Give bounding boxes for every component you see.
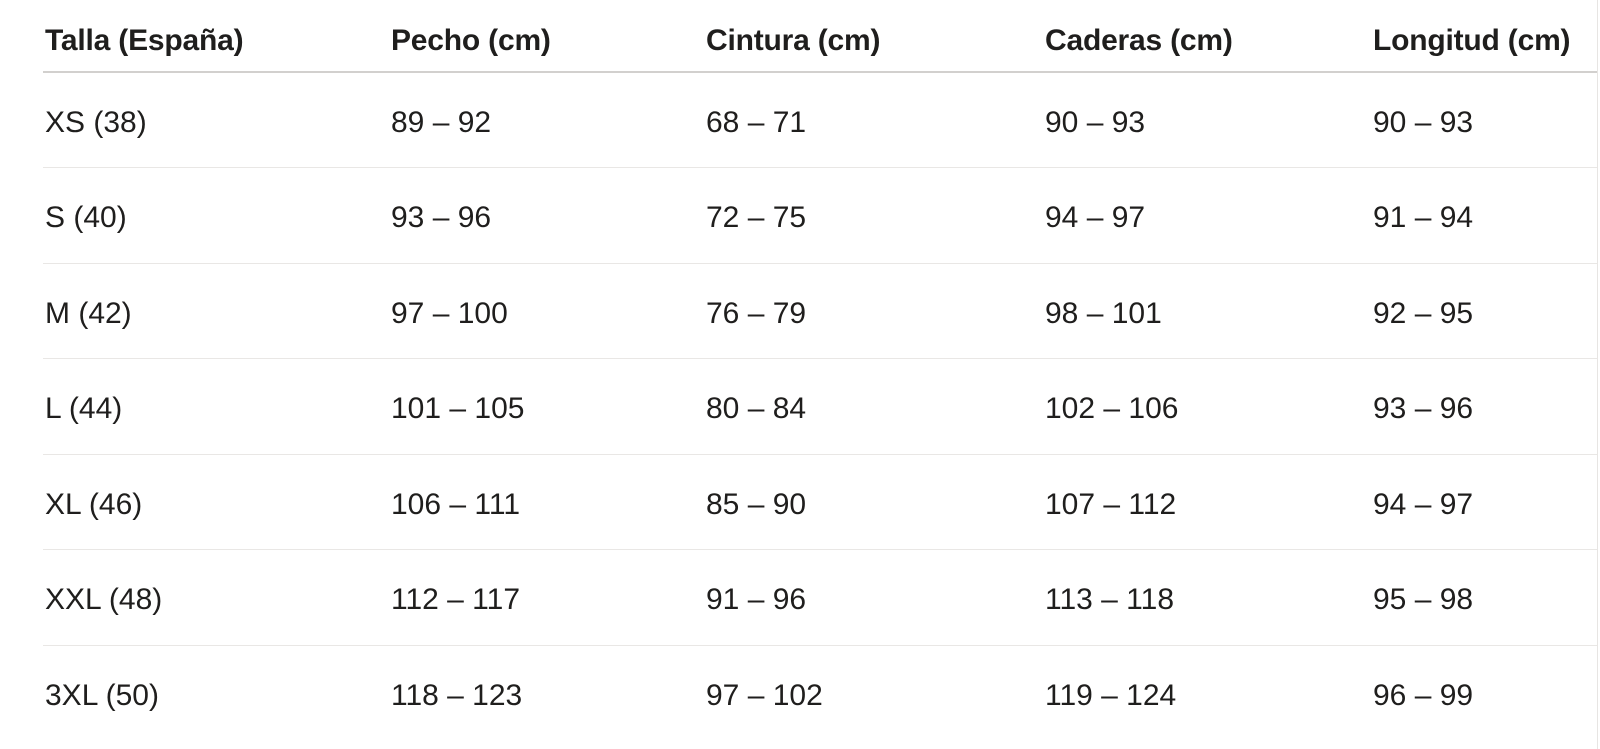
table-row-m: M (42) 97 – 100 76 – 79 98 – 101 92 – 95 <box>43 262 1597 359</box>
table-row-s: S (40) 93 – 96 72 – 75 94 – 97 91 – 94 <box>43 167 1597 263</box>
cell-cintura: 76 – 79 <box>704 262 1043 359</box>
cell-caderas: 98 – 101 <box>1043 262 1371 359</box>
cell-talla: XS (38) <box>45 106 147 139</box>
cell-talla: 3XL (50) <box>43 644 389 741</box>
cell-cintura: 68 – 71 <box>706 106 807 139</box>
cell-pecho: 97 – 100 <box>389 262 704 359</box>
column-header-caderas: Caderas (cm) <box>1043 0 1371 73</box>
cell-pecho: 93 – 96 <box>389 167 704 263</box>
cell-longitud: 91 – 94 <box>1371 167 1597 263</box>
cell-cintura: 97 – 102 <box>704 644 1043 741</box>
cell-caderas: 90 – 93 <box>1045 106 1146 139</box>
column-header-pecho: Pecho (cm) <box>389 0 704 73</box>
cell-pecho: 118 – 123 <box>389 644 704 741</box>
cell-talla: L (44) <box>43 358 389 454</box>
column-header-longitud: Longitud (cm) <box>1371 0 1597 73</box>
cell-longitud: 92 – 95 <box>1371 262 1597 359</box>
cell-caderas: 102 – 106 <box>1043 358 1371 454</box>
column-header-talla: Talla (España) <box>43 0 389 73</box>
cell-longitud: 95 – 98 <box>1371 549 1597 645</box>
cell-caderas: 107 – 112 <box>1043 453 1371 550</box>
table-row-xs: XS (38) 89 – 92 68 – 71 90 – 93 90 – 93 <box>43 72 1597 168</box>
cell-caderas: 119 – 124 <box>1043 644 1371 741</box>
header-row: Talla (España) Pecho (cm) Cintura (cm) C… <box>43 0 1597 73</box>
cell-cintura: 80 – 84 <box>704 358 1043 454</box>
cell-cintura: 72 – 75 <box>704 167 1043 263</box>
cell-cintura: 85 – 90 <box>704 453 1043 550</box>
cell-cintura: 91 – 96 <box>704 549 1043 645</box>
cell-caderas: 113 – 118 <box>1043 549 1371 645</box>
cell-pecho: 101 – 105 <box>389 358 704 454</box>
cell-pecho: 106 – 111 <box>389 453 704 550</box>
size-table: Talla (España) Pecho (cm) Cintura (cm) C… <box>43 0 1597 741</box>
column-header-cintura: Cintura (cm) <box>704 0 1043 73</box>
cell-longitud: 90 – 93 <box>1373 106 1474 139</box>
table-row-xl: XL (46) 106 – 111 85 – 90 107 – 112 94 –… <box>43 453 1597 550</box>
cell-longitud: 94 – 97 <box>1371 453 1597 550</box>
cell-longitud: 93 – 96 <box>1371 358 1597 454</box>
cell-pecho: 89 – 92 <box>391 106 492 139</box>
cell-longitud: 96 – 99 <box>1371 644 1597 741</box>
cell-talla: S (40) <box>43 167 389 263</box>
cell-caderas: 94 – 97 <box>1043 167 1371 263</box>
cell-talla: M (42) <box>43 262 389 359</box>
table-row-3xl: 3XL (50) 118 – 123 97 – 102 119 – 124 96… <box>43 644 1597 741</box>
cell-talla: XL (46) <box>43 453 389 550</box>
cell-talla: XXL (48) <box>43 549 389 645</box>
size-guide-table-container: Talla (España) Pecho (cm) Cintura (cm) C… <box>43 0 1598 749</box>
cell-pecho: 112 – 117 <box>389 549 704 645</box>
table-row-l: L (44) 101 – 105 80 – 84 102 – 106 93 – … <box>43 358 1597 454</box>
table-row-xxl: XXL (48) 112 – 117 91 – 96 113 – 118 95 … <box>43 549 1597 645</box>
